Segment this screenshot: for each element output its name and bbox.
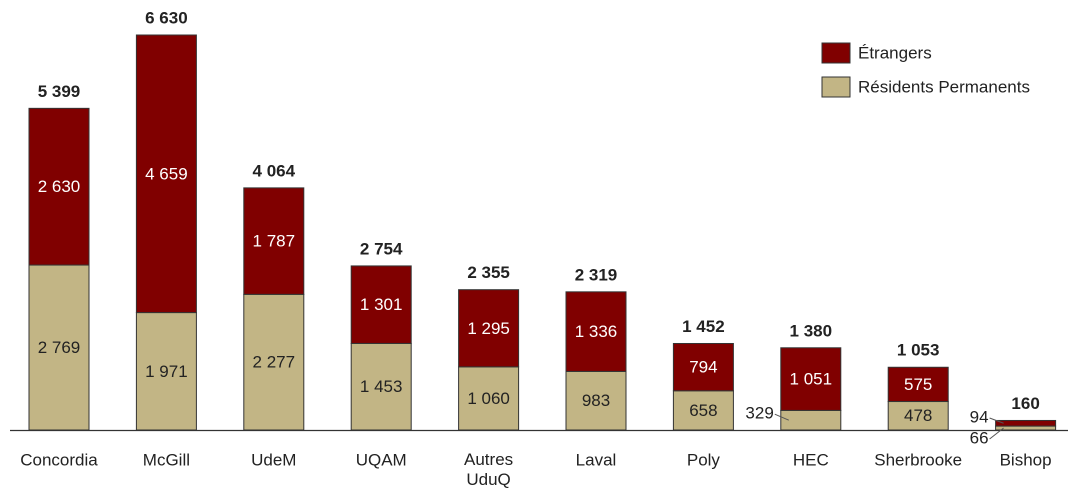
value-label: 658 <box>689 401 717 420</box>
leader-line <box>989 427 1004 440</box>
bar-segment <box>350 342 412 431</box>
total-label: 2 319 <box>575 265 618 284</box>
value-label: 1 336 <box>575 322 618 341</box>
value-label: 1 971 <box>145 362 188 381</box>
bar-segment <box>458 289 520 368</box>
bar-segment <box>565 291 627 372</box>
total-label: 1 452 <box>682 317 725 336</box>
bar-segment <box>28 107 90 266</box>
leader-line <box>774 413 789 421</box>
bar-segment <box>350 265 412 344</box>
value-label: 2 769 <box>38 338 81 357</box>
value-label: 1 295 <box>467 319 510 338</box>
x-tick-label: Bishop <box>1000 450 1052 469</box>
value-label: 2 277 <box>253 353 296 372</box>
bar-segment <box>887 366 949 403</box>
x-tick-label: Laval <box>576 450 617 469</box>
x-tick-label: Poly <box>687 450 721 469</box>
legend-label: Étrangers <box>858 43 932 62</box>
bar-segment <box>243 187 305 295</box>
value-label: 1 787 <box>253 232 296 251</box>
x-tick-label: Concordia <box>20 450 98 469</box>
bar-segment <box>458 366 520 431</box>
total-label: 160 <box>1011 394 1039 413</box>
value-label: 1 453 <box>360 377 403 396</box>
bar-segment <box>887 401 949 431</box>
value-label: 983 <box>582 391 610 410</box>
x-tick-label: Autres UduQ <box>464 450 513 489</box>
x-tick-label: HEC <box>793 450 829 469</box>
x-tick-label: Sherbrooke <box>874 450 962 469</box>
bar-segment <box>995 419 1057 427</box>
leader-line <box>989 417 1004 424</box>
x-tick-label: McGill <box>143 450 190 469</box>
bar-segment <box>28 264 90 431</box>
total-label: 1 053 <box>897 341 940 360</box>
value-label: 478 <box>904 406 932 425</box>
value-label: 66 <box>970 428 989 447</box>
bar-segment <box>243 293 305 431</box>
legend-label: Résidents Permanents <box>858 77 1030 96</box>
value-label: 4 659 <box>145 164 188 183</box>
value-label: 794 <box>689 358 717 377</box>
value-label: 1 301 <box>360 295 403 314</box>
value-label: 94 <box>970 407 989 426</box>
legend-swatch <box>821 76 851 98</box>
bar-segment <box>780 409 842 431</box>
x-tick-label: UdeM <box>251 450 296 469</box>
total-label: 2 754 <box>360 239 403 258</box>
total-label: 6 630 <box>145 8 188 27</box>
value-label: 2 630 <box>38 177 81 196</box>
bar-segment <box>672 342 734 392</box>
bar-segment <box>672 390 734 431</box>
total-label: 2 355 <box>467 263 510 282</box>
total-label: 5 399 <box>38 82 81 101</box>
value-label: 575 <box>904 375 932 394</box>
legend-swatch <box>821 42 851 64</box>
bar-segment <box>995 425 1057 431</box>
value-label: 1 060 <box>467 389 510 408</box>
bar-segment <box>780 347 842 411</box>
total-label: 1 380 <box>790 321 833 340</box>
value-label: 1 051 <box>790 370 833 389</box>
x-tick-label: UQAM <box>356 450 407 469</box>
bar-segment <box>565 370 627 431</box>
bar-segment <box>135 34 197 314</box>
total-label: 4 064 <box>253 161 296 180</box>
value-label: 329 <box>745 404 773 423</box>
